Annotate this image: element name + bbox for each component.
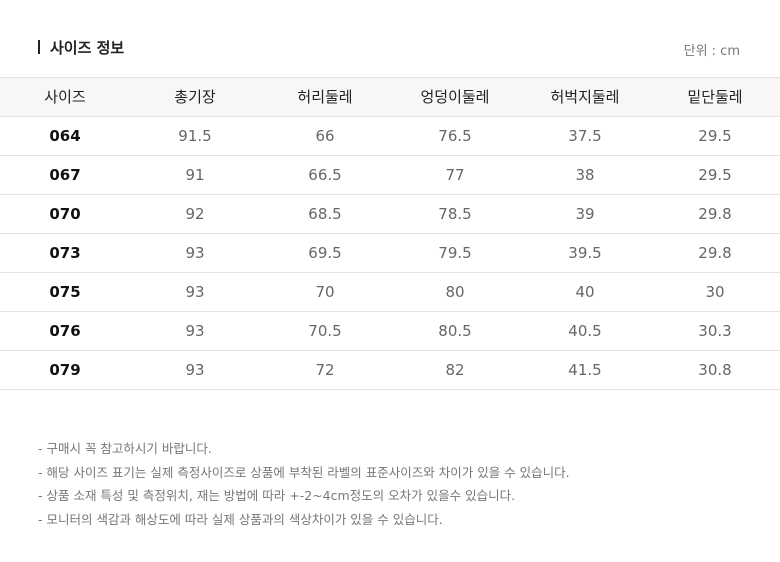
value-cell: 29.8	[698, 205, 732, 223]
value-cell: 37.5	[568, 127, 602, 145]
table-row: 075 93 70 80 40 30	[0, 273, 780, 312]
value-cell: 29.5	[698, 127, 732, 145]
size-cell: 070	[49, 205, 81, 223]
value-cell: 30.8	[698, 361, 732, 379]
note-line: - 상품 소재 특성 및 측정위치, 재는 방법에 따라 +-2~4cm정도의 …	[38, 488, 516, 503]
table-row: 076 93 70.5 80.5 40.5 30.3	[0, 312, 780, 351]
value-cell: 76.5	[438, 127, 472, 145]
value-cell: 72	[315, 361, 335, 379]
value-cell: 39	[575, 205, 595, 223]
column-header: 허리둘레	[297, 88, 353, 106]
value-cell: 40.5	[568, 322, 602, 340]
value-cell: 70	[315, 283, 335, 301]
column-header: 엉덩이둘레	[420, 88, 490, 106]
size-cell: 073	[49, 244, 81, 262]
value-cell: 29.5	[698, 166, 732, 184]
size-cell: 064	[49, 127, 81, 145]
value-cell: 80	[445, 283, 465, 301]
size-cell: 079	[49, 361, 81, 379]
value-cell: 79.5	[438, 244, 472, 262]
value-cell: 30	[705, 283, 725, 301]
value-cell: 91.5	[178, 127, 212, 145]
value-cell: 39.5	[568, 244, 602, 262]
column-header: 사이즈	[44, 88, 86, 106]
title-bar	[38, 40, 40, 54]
value-cell: 29.8	[698, 244, 732, 262]
unit-label: 단위 : cm	[683, 44, 740, 59]
value-cell: 77	[445, 166, 465, 184]
value-cell: 66.5	[308, 166, 342, 184]
value-cell: 41.5	[568, 361, 602, 379]
value-cell: 68.5	[308, 205, 342, 223]
note-line: - 모니터의 색감과 해상도에 따라 실제 상품과의 색상차이가 있을 수 있습…	[38, 511, 443, 527]
value-cell: 38	[575, 166, 595, 184]
table-row: 073 93 69.5 79.5 39.5 29.8	[0, 234, 780, 273]
size-cell: 067	[49, 166, 81, 184]
value-cell: 93	[185, 361, 205, 379]
section-title: 사이즈 정보	[50, 39, 125, 57]
value-cell: 80.5	[438, 322, 472, 340]
table-row: 079 93 72 82 41.5 30.8	[0, 351, 780, 390]
size-cell: 075	[49, 283, 81, 301]
value-cell: 91	[185, 166, 205, 184]
value-cell: 82	[445, 361, 465, 379]
column-header: 허벅지둘레	[550, 88, 620, 106]
value-cell: 78.5	[438, 205, 472, 223]
value-cell: 93	[185, 322, 205, 340]
header-row: 사이즈 총기장 허리둘레 엉덩이둘레 허벅지둘레 밑단둘레	[0, 77, 780, 117]
table-row: 064 91.5 66 76.5 37.5 29.5	[0, 117, 780, 156]
value-cell: 70.5	[308, 322, 342, 340]
note-line: - 해당 사이즈 표기는 실제 측정사이즈로 상품에 부착된 라벨의 표준사이즈…	[38, 464, 570, 480]
value-cell: 93	[185, 244, 205, 262]
column-header: 총기장	[174, 88, 216, 106]
table-row: 070 92 68.5 78.5 39 29.8	[0, 195, 780, 234]
size-cell: 076	[49, 322, 81, 340]
value-cell: 69.5	[308, 244, 342, 262]
note-line: - 구매시 꼭 참고하시기 바랍니다.	[38, 441, 212, 456]
column-header: 밑단둘레	[687, 88, 743, 106]
size-table: 사이즈 총기장 허리둘레 엉덩이둘레 허벅지둘레 밑단둘레 064 91.5 66 76.5 37.…	[0, 77, 780, 390]
value-cell: 40	[575, 283, 595, 301]
value-cell: 30.3	[698, 322, 732, 340]
table-row: 067 91 66.5 77 38 29.5	[0, 156, 780, 195]
value-cell: 92	[185, 205, 205, 223]
value-cell: 93	[185, 283, 205, 301]
value-cell: 66	[315, 127, 335, 145]
